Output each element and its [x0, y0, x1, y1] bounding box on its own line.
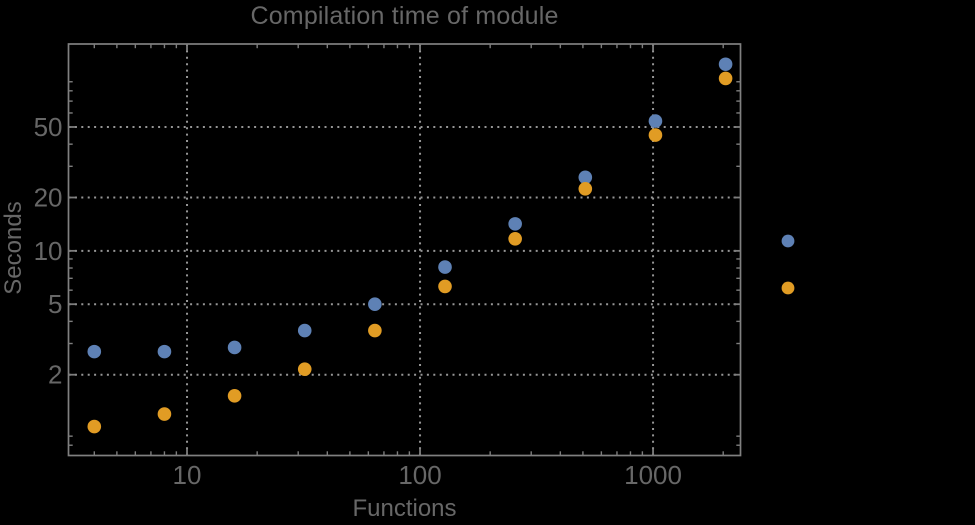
data-point-orange [368, 323, 382, 338]
data-point-orange [227, 389, 242, 403]
y-tick-label: 20 [34, 183, 63, 213]
data-point-orange [87, 419, 102, 434]
data-point-blue [508, 217, 522, 231]
data-point-orange [297, 362, 312, 376]
legend-marker-orange [781, 281, 795, 295]
data-point-blue [718, 57, 733, 72]
x-axis-label: Functions [352, 495, 457, 522]
data-point-orange [648, 128, 663, 142]
data-point-orange [508, 231, 522, 246]
data-point-blue [87, 344, 102, 359]
data-point-orange [438, 279, 452, 294]
y-axis-label: Seconds [0, 201, 27, 295]
chart-title: Compilation time of module [250, 2, 559, 30]
y-tick-label: 10 [34, 236, 63, 266]
data-point-blue [438, 260, 452, 274]
data-point-blue [157, 344, 172, 359]
data-point-orange [578, 181, 593, 196]
data-point-orange [718, 71, 733, 86]
data-point-blue [368, 297, 382, 311]
data-point-orange [157, 407, 172, 421]
data-point-blue [297, 323, 312, 338]
x-tick-label: 100 [398, 460, 441, 490]
y-tick-label: 2 [48, 360, 62, 390]
data-point-blue [227, 340, 242, 355]
x-tick-label: 1000 [624, 460, 682, 490]
y-tick-label: 5 [48, 289, 62, 319]
y-tick-label: 50 [34, 112, 63, 142]
legend-marker-blue [781, 234, 795, 248]
data-point-blue [648, 114, 663, 128]
x-tick-label: 10 [173, 460, 202, 490]
data-point-blue [578, 170, 593, 185]
plot-frame [67, 43, 742, 457]
